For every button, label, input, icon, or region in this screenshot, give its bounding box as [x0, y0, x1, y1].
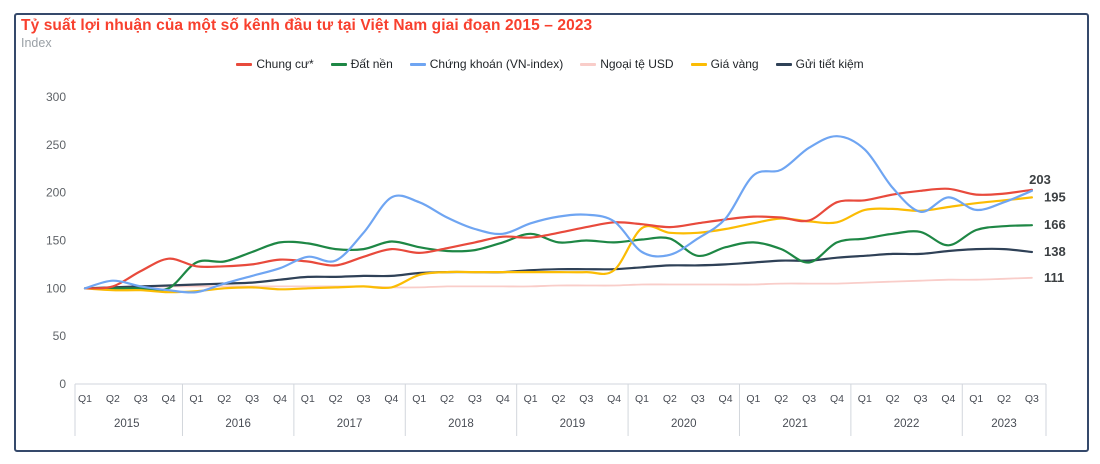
legend-item-ngoai-te-usd: Ngoại tệ USD [580, 57, 674, 71]
legend-label-chung-khoan: Chứng khoán (VN-index) [429, 57, 564, 71]
legend-item-gia-vang: Giá vàng [690, 57, 759, 71]
legend: Chung cư* Đất nền Chứng khoán (VN-index) Ng… [0, 57, 1100, 71]
y-axis-unit-label: Index [21, 36, 52, 50]
legend-label-gui-tiet-kiem: Gửi tiết kiệm [795, 57, 864, 71]
legend-label-chung-cu: Chung cư* [256, 57, 314, 71]
legend-label-gia-vang: Giá vàng [710, 57, 759, 71]
legend-item-chung-khoan: Chứng khoán (VN-index) [409, 57, 564, 71]
legend-label-dat-nen: Đất nền [350, 57, 393, 71]
legend-marker-dat-nen [330, 62, 347, 66]
chart-frame [14, 13, 1089, 452]
chart-title: Tỷ suất lợi nhuận của một số kênh đầu tư… [21, 17, 593, 34]
legend-label-ngoai-te-usd: Ngoại tệ USD [600, 57, 674, 71]
legend-marker-ngoai-te-usd [580, 62, 597, 66]
legend-marker-chung-cu [236, 62, 253, 66]
legend-item-gui-tiet-kiem: Gửi tiết kiệm [775, 57, 864, 71]
legend-marker-gia-vang [690, 62, 707, 66]
legend-marker-chung-khoan [409, 62, 426, 66]
legend-marker-gui-tiet-kiem [775, 62, 792, 66]
legend-item-dat-nen: Đất nền [330, 57, 393, 71]
legend-item-chung-cu: Chung cư* [236, 57, 314, 71]
